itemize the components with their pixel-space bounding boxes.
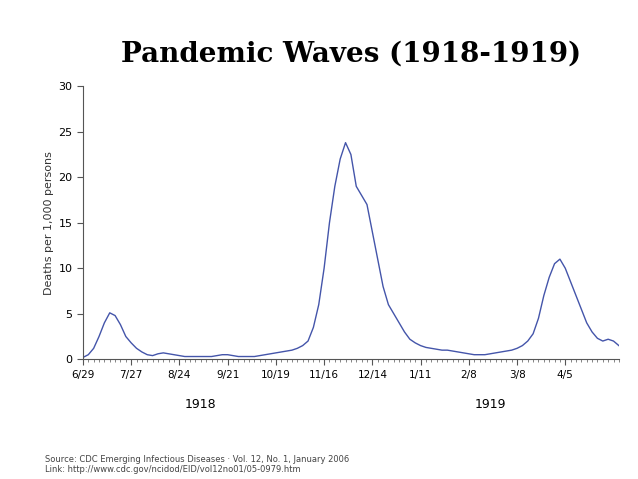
- Text: Source: CDC Emerging Infectious Diseases · Vol. 12, No. 1, January 2006
Link: ht: Source: CDC Emerging Infectious Diseases…: [45, 455, 349, 474]
- Title: Pandemic Waves (1918-1919): Pandemic Waves (1918-1919): [121, 40, 581, 67]
- Text: 1918: 1918: [185, 399, 217, 411]
- Text: 1919: 1919: [475, 399, 506, 411]
- Y-axis label: Deaths per 1,000 persons: Deaths per 1,000 persons: [44, 151, 54, 295]
